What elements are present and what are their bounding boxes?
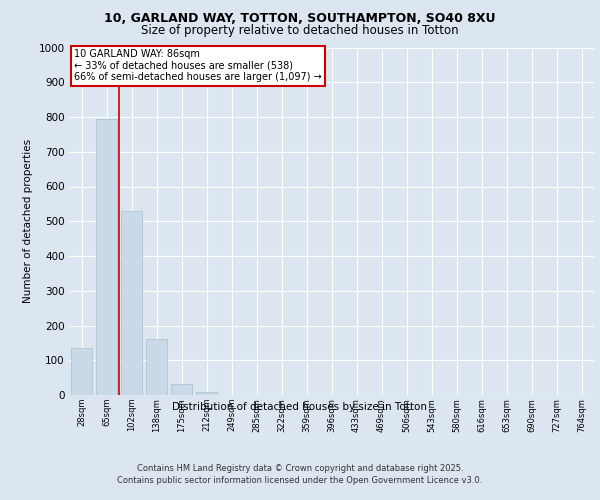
Bar: [96, 118, 117, 395]
Text: Contains HM Land Registry data © Crown copyright and database right 2025.: Contains HM Land Registry data © Crown c…: [137, 464, 463, 473]
Bar: [171, 384, 192, 395]
Bar: [71, 348, 92, 395]
Text: Size of property relative to detached houses in Totton: Size of property relative to detached ho…: [141, 24, 459, 37]
Text: Distribution of detached houses by size in Totton: Distribution of detached houses by size …: [173, 402, 427, 412]
Text: Contains public sector information licensed under the Open Government Licence v3: Contains public sector information licen…: [118, 476, 482, 485]
Bar: [146, 340, 167, 395]
Y-axis label: Number of detached properties: Number of detached properties: [23, 139, 33, 304]
Bar: [121, 211, 142, 395]
Text: 10 GARLAND WAY: 86sqm
← 33% of detached houses are smaller (538)
66% of semi-det: 10 GARLAND WAY: 86sqm ← 33% of detached …: [74, 49, 322, 82]
Text: 10, GARLAND WAY, TOTTON, SOUTHAMPTON, SO40 8XU: 10, GARLAND WAY, TOTTON, SOUTHAMPTON, SO…: [104, 12, 496, 26]
Bar: [196, 392, 217, 395]
